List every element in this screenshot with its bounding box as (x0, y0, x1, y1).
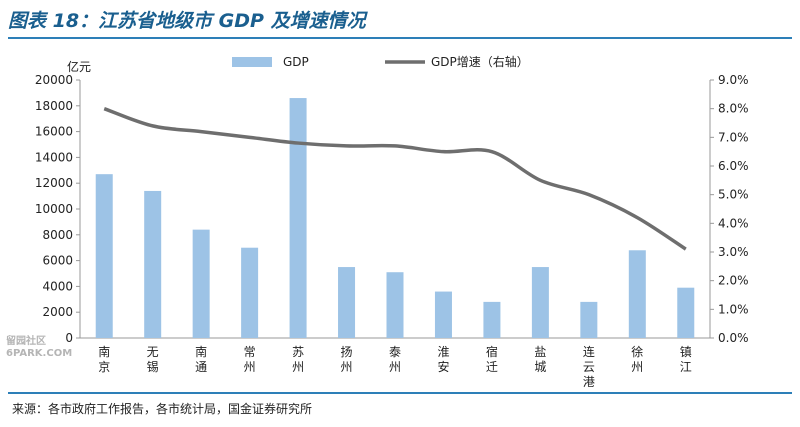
y-tick-label: 14000 (35, 150, 73, 164)
x-category-label: 盐城 (534, 345, 546, 374)
y2-tick-label: 8.0% (718, 102, 749, 116)
watermark-line1: 留园社区 (6, 336, 46, 347)
source-note: 来源：各市政府工作报告，各市统计局，国金证券研究所 (12, 402, 313, 416)
x-category-label: 泰州 (389, 345, 401, 374)
y2-tick-label: 3.0% (718, 245, 749, 259)
growth-line (103, 107, 687, 251)
gdp-bar (386, 272, 404, 338)
x-axis-categories: 南京 无锡 南通 常州 苏州 扬州 泰州 淮安 宿迁 盐城 连云港 徐州 镇江 (98, 344, 692, 389)
y-tick-label: 18000 (35, 99, 73, 113)
y-tick-label: 10000 (35, 202, 73, 216)
gdp-bar (677, 287, 695, 338)
y-axis-right: 0.0% 1.0% 2.0% 3.0% 4.0% 5.0% 6.0% 7.0% 8.0% 9.0% (709, 73, 749, 345)
x-category-label: 宿迁 (486, 344, 498, 374)
gdp-bar (628, 250, 646, 338)
x-category-label: 无锡 (147, 345, 159, 374)
gdp-bar (144, 190, 162, 338)
y2-tick-label: 4.0% (718, 216, 749, 230)
y-tick-label: 8000 (42, 228, 73, 242)
y2-tick-label: 0.0% (718, 331, 749, 345)
watermark-line2: 6PARK.COM (6, 348, 73, 359)
chart-title: 图表 18：江苏省地级市 GDP 及增速情况 (8, 10, 366, 32)
gdp-bars (95, 98, 695, 338)
x-category-label: 南京 (98, 344, 110, 374)
legend: GDP GDP增速（右轴） (232, 54, 529, 69)
y-tick-label: 2000 (42, 305, 73, 319)
gdp-bar (580, 301, 598, 338)
y2-tick-label: 5.0% (718, 188, 749, 202)
x-category-label: 常州 (244, 345, 256, 374)
watermark-logo: 留园社区 6PARK.COM (6, 336, 84, 362)
y2-tick-label: 9.0% (718, 73, 749, 87)
y-tick-label: 0 (65, 331, 73, 345)
x-category-label: 徐州 (631, 344, 643, 374)
gdp-bar (192, 229, 210, 338)
y-tick-label: 12000 (35, 176, 73, 190)
legend-growth-label: GDP增速（右轴） (431, 54, 529, 69)
gdp-bar (338, 267, 356, 338)
y-tick-label: 4000 (42, 279, 73, 293)
y-axis-left: 0 2000 4000 6000 8000 10000 12000 14000 16000 180… (35, 59, 710, 345)
y2-tick-label: 7.0% (718, 130, 749, 144)
y2-tick-label: 2.0% (718, 274, 749, 288)
x-category-label: 镇江 (680, 345, 692, 374)
y-axis-label: 亿元 (67, 59, 91, 74)
gdp-bar (289, 98, 307, 338)
gdp-bar (531, 267, 549, 338)
x-category-label: 南通 (195, 344, 207, 374)
growth-line-path (103, 107, 687, 251)
y-tick-label: 20000 (35, 73, 73, 87)
gdp-bar (434, 291, 452, 338)
x-category-label: 扬州 (341, 344, 353, 374)
chart-area: GDP GDP增速（右轴） 0 2000 4000 6000 8000 10000 12000… (35, 54, 749, 389)
y-tick-label: 6000 (42, 254, 73, 268)
y-tick-label: 16000 (35, 125, 73, 139)
y2-tick-label: 1.0% (718, 302, 749, 316)
legend-gdp-swatch (232, 57, 272, 67)
footer-rule (8, 392, 792, 394)
x-category-label: 苏州 (292, 345, 304, 374)
x-category-label: 连云港 (583, 344, 595, 389)
gdp-bar (241, 247, 259, 338)
y2-tick-label: 6.0% (718, 159, 749, 173)
gdp-bar (95, 174, 113, 338)
gdp-bar (483, 301, 501, 338)
title-rule (8, 37, 792, 39)
x-category-label: 淮安 (437, 345, 449, 374)
legend-gdp-label: GDP (283, 55, 309, 69)
